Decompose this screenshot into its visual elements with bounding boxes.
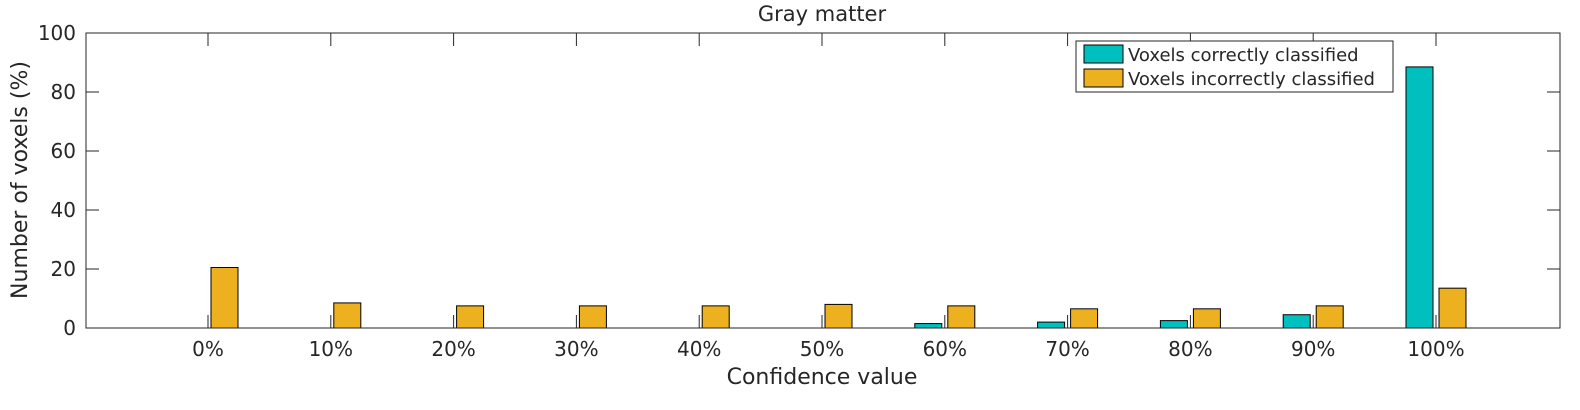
bar-incorrect bbox=[701, 305, 730, 329]
x-tick-label: 100% bbox=[1407, 337, 1464, 361]
bar-correct bbox=[1037, 321, 1066, 329]
bar-incorrect bbox=[1192, 308, 1221, 329]
bar-incorrect bbox=[456, 305, 485, 329]
axes-box bbox=[85, 32, 1561, 329]
bar-incorrect bbox=[210, 267, 239, 329]
y-tick-label: 0 bbox=[63, 316, 76, 340]
y-tick-label: 20 bbox=[51, 257, 76, 281]
bar-correct bbox=[1282, 314, 1311, 329]
chart-title: Gray matter bbox=[758, 2, 887, 26]
x-tick-label: 50% bbox=[800, 337, 844, 361]
axes bbox=[85, 32, 1561, 329]
y-axis-label: Number of voxels (%) bbox=[8, 61, 33, 299]
bar-incorrect bbox=[333, 302, 362, 329]
x-tick-label: 0% bbox=[192, 337, 224, 361]
x-tick-label: 20% bbox=[431, 337, 475, 361]
x-tick-label: 70% bbox=[1045, 337, 1089, 361]
bar-incorrect bbox=[1438, 287, 1467, 329]
legend-label-incorrect: Voxels incorrectly classified bbox=[1128, 69, 1375, 90]
bar-incorrect bbox=[1315, 305, 1344, 329]
bar-correct bbox=[1405, 66, 1434, 329]
x-tick-label: 10% bbox=[309, 337, 353, 361]
bar-correct bbox=[914, 323, 943, 329]
bar-incorrect bbox=[578, 305, 607, 329]
x-tick-labels: 0% 10% 20% 30% 40% 50% 60% 70% 80% 90% 100% bbox=[192, 337, 1464, 361]
x-axis-label: Confidence value bbox=[727, 365, 918, 390]
bar-incorrect bbox=[947, 305, 976, 329]
x-tick-label: 40% bbox=[677, 337, 721, 361]
y-tick-labels: 0 20 40 60 80 100 bbox=[38, 21, 76, 340]
x-tick-label: 80% bbox=[1168, 337, 1212, 361]
y-tick-label: 40 bbox=[51, 198, 76, 222]
y-tick-label: 60 bbox=[51, 139, 76, 163]
bar-correct bbox=[1159, 320, 1188, 329]
bar-incorrect bbox=[1070, 308, 1099, 329]
legend-swatch-correct bbox=[1083, 44, 1124, 64]
x-tick-label: 90% bbox=[1291, 337, 1335, 361]
bars bbox=[178, 66, 1467, 329]
legend-swatch-incorrect bbox=[1083, 68, 1124, 88]
y-tick-label: 80 bbox=[51, 80, 76, 104]
x-tick-label: 30% bbox=[554, 337, 598, 361]
legend-label-correct: Voxels correctly classified bbox=[1128, 45, 1359, 66]
legend-box bbox=[1075, 40, 1394, 93]
x-tick-label: 60% bbox=[923, 337, 967, 361]
bar-incorrect bbox=[824, 303, 853, 329]
y-tick-label: 100 bbox=[38, 21, 76, 45]
legend: Voxels correctly classified Voxels incor… bbox=[1075, 40, 1394, 93]
